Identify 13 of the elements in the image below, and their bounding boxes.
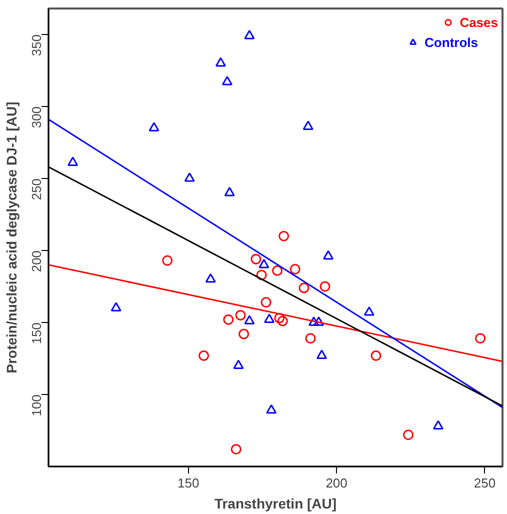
y-tick-label: 100	[29, 394, 44, 416]
y-tick-label: 150	[29, 322, 44, 344]
x-tick-label: 200	[326, 476, 348, 490]
legend-label: Controls	[424, 34, 478, 50]
x-axis-title: Transthyretin [AU]	[214, 496, 337, 512]
y-tick-label: 300	[29, 106, 44, 128]
y-tick-label: 250	[29, 178, 44, 200]
legend-label: Cases	[460, 14, 498, 30]
y-tick-label: 200	[29, 250, 44, 272]
y-axis-title: Protein/nucleic acid deglycase DJ-1 [AU]	[4, 102, 20, 374]
x-tick-label: 150	[178, 476, 200, 490]
y-tick-label: 350	[29, 34, 44, 56]
x-tick-label: 250	[474, 476, 496, 490]
